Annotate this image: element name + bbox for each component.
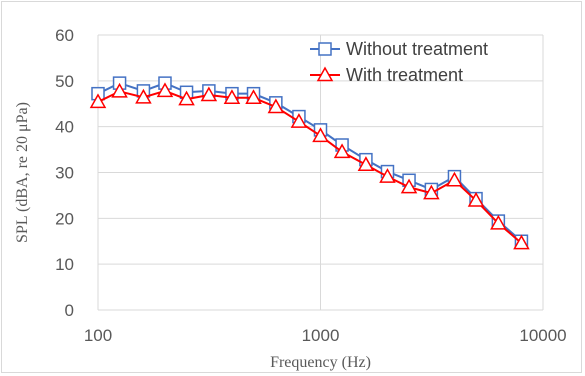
series-line-1: [97, 89, 523, 244]
series-1-point-17: [467, 191, 485, 207]
series-1-point-6: [223, 89, 241, 105]
y-tick-label-20: 20: [55, 209, 74, 228]
x-axis-title: Frequency (Hz): [270, 354, 371, 371]
series-1-point-15: [423, 184, 440, 200]
legend: Without treatment With treatment: [310, 39, 488, 85]
x-tick-labels: 100 1000 10000: [84, 326, 567, 345]
legend-marker-1: [316, 66, 334, 82]
series-1-point-4: [178, 90, 195, 106]
legend-marker-0: [318, 42, 332, 56]
series-1-point-18: [490, 214, 507, 230]
series-1-point-19: [513, 234, 530, 250]
series-line-0: [97, 82, 523, 243]
x-tick-label-10000: 10000: [519, 326, 566, 345]
series-1-point-12: [357, 156, 375, 171]
series-1-point-3: [156, 82, 174, 98]
y-tick-label-40: 40: [55, 118, 74, 137]
legend-label-1: With treatment: [346, 65, 463, 85]
y-tick-label-30: 30: [55, 164, 74, 183]
series-1-point-5: [200, 86, 218, 102]
y-tick-label-60: 60: [55, 26, 74, 45]
series-1-point-1: [111, 82, 128, 98]
series-1-point-2: [135, 88, 152, 104]
series-1-point-7: [245, 89, 262, 105]
series-1-point-8: [267, 98, 285, 114]
series-1-point-11: [333, 143, 351, 159]
series-0: [91, 76, 529, 248]
x-tick-label-1000: 1000: [302, 326, 340, 345]
series-1-point-14: [400, 178, 418, 194]
series-1-point-13: [379, 168, 396, 183]
series-1-point-9: [290, 113, 308, 128]
y-tick-label-10: 10: [55, 255, 74, 274]
series-1-point-0: [89, 93, 107, 109]
legend-entry-1: With treatment: [310, 65, 463, 85]
series-layer: [89, 76, 530, 250]
series-1-point-16: [446, 171, 463, 187]
series-1-point-10: [312, 127, 329, 143]
y-tick-label-50: 50: [55, 72, 74, 91]
x-tick-label-100: 100: [84, 326, 112, 345]
y-tick-label-0: 0: [65, 301, 74, 320]
y-axis-title: SPL (dBA, re 20 μPa): [14, 102, 31, 243]
legend-entry-0: Without treatment: [310, 39, 488, 59]
y-tick-labels: 0 10 20 30 40 50 60: [55, 26, 74, 320]
series-1: [89, 82, 530, 250]
legend-label-0: Without treatment: [346, 39, 488, 59]
